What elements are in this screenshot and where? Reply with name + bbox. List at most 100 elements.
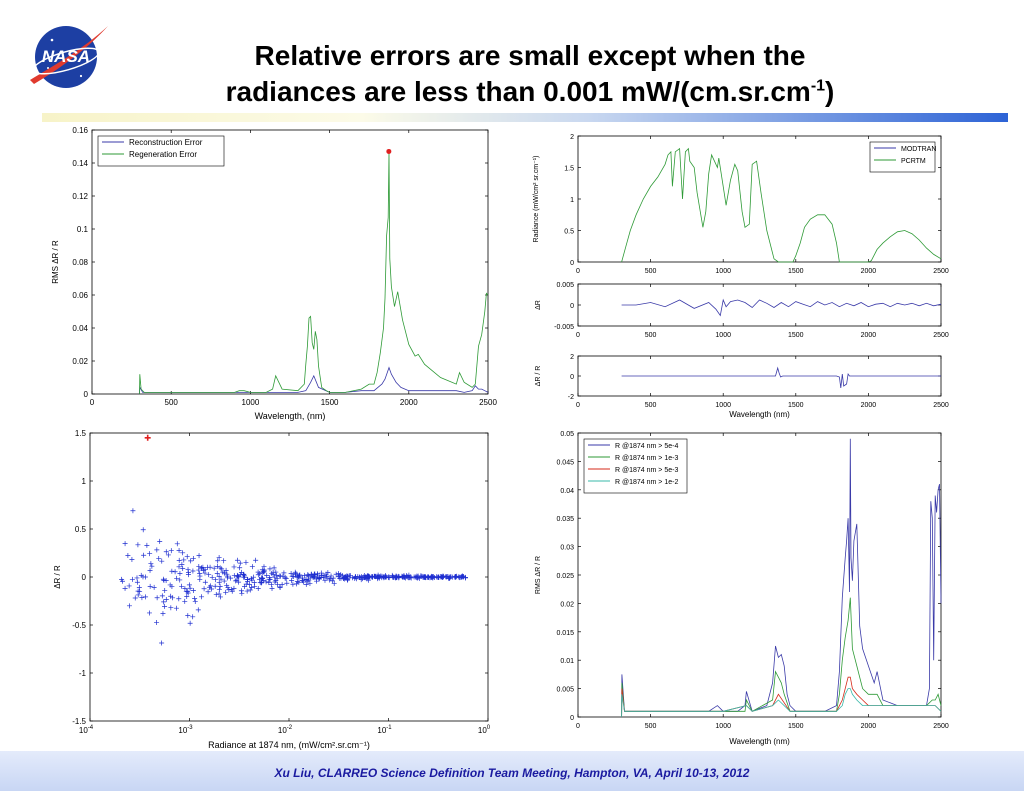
- scatter-point: [297, 572, 303, 578]
- scatter-point: [242, 574, 248, 580]
- scatter-point: [190, 587, 196, 593]
- scatter-point: [202, 579, 208, 585]
- scatter-point: [434, 574, 440, 580]
- scatter-point: [190, 614, 196, 620]
- x-tick-label: 2000: [861, 332, 877, 339]
- scatter-point: [231, 564, 237, 570]
- scatter-point: [176, 596, 182, 602]
- x-tick-label: 10-2: [278, 725, 293, 735]
- x-tick-label: 2500: [933, 402, 949, 409]
- x-tick-label: 10-3: [178, 725, 193, 735]
- scatter-point: [174, 575, 180, 581]
- x-tick-label: 100: [478, 725, 491, 735]
- scatter-point: [140, 574, 146, 580]
- scatter-point: [237, 565, 243, 571]
- y-tick-label: 0.025: [556, 573, 574, 580]
- series-line: [621, 147, 942, 263]
- y-tick-label: 0.5: [564, 229, 574, 236]
- scatter-point: [201, 586, 207, 592]
- scatter-point: [212, 583, 218, 589]
- scatter-point: [216, 554, 222, 560]
- nasa-logo-star: [50, 38, 54, 42]
- nasa-logo-orbit: [32, 47, 100, 75]
- scatter-point: [157, 538, 163, 544]
- scatter-point: [162, 603, 168, 609]
- y-axis-label: ΔR / R: [53, 565, 62, 589]
- scatter-point: [282, 574, 288, 580]
- series-line: [139, 366, 489, 395]
- scatter-point: [365, 577, 371, 583]
- scatter-point: [213, 577, 219, 583]
- y-tick-label: 0.08: [72, 258, 88, 267]
- y-tick-label: 0.03: [560, 545, 574, 552]
- scatter-point: [165, 552, 171, 558]
- scatter-point: [352, 574, 358, 580]
- y-tick-label: 0.04: [560, 488, 574, 495]
- x-tick-label: 2500: [933, 332, 949, 339]
- x-tick-label: 0: [576, 723, 580, 730]
- scatter-point: [325, 570, 331, 576]
- scatter-point: [218, 576, 224, 582]
- y-tick-label: 0.01: [560, 658, 574, 665]
- scatter-point: [185, 589, 191, 595]
- nasa-logo-star: [79, 74, 83, 78]
- scatter-point: [184, 554, 190, 560]
- scatter-point: [177, 577, 183, 583]
- scatter-point: [249, 584, 255, 590]
- scatter-point: [179, 583, 185, 589]
- scatter-point: [139, 595, 145, 601]
- scatter-point: [160, 576, 166, 582]
- scatter-point: [162, 588, 168, 594]
- scatter-point: [134, 575, 140, 581]
- scatter-point: [135, 592, 141, 598]
- scatter-point: [160, 611, 166, 617]
- scatter-point: [247, 581, 253, 587]
- scatter-point: [335, 574, 341, 580]
- scatter-point: [140, 527, 146, 533]
- scatter-point: [185, 613, 191, 619]
- y-axis-label: ΔR / R: [535, 366, 542, 387]
- y-axis-label: Radiance (mW/cm² sr.cm⁻¹): [533, 156, 540, 243]
- scatter-point: [330, 575, 336, 581]
- scatter-point: [235, 574, 241, 580]
- scatter-point: [126, 583, 132, 589]
- scatter-point: [134, 579, 140, 585]
- scatter-point: [267, 566, 273, 572]
- x-tick-label: 1000: [715, 723, 731, 730]
- y-tick-label: 2: [570, 354, 574, 361]
- scatter-point: [211, 565, 217, 571]
- y-tick-label: 0.12: [72, 192, 88, 201]
- scatter-point: [223, 589, 229, 595]
- scatter-point: [238, 588, 244, 594]
- y-tick-label: -2: [568, 394, 574, 401]
- scatter-point: [154, 595, 160, 601]
- scatter-point: [146, 610, 152, 616]
- scatter-point: [247, 587, 253, 593]
- scatter-point: [255, 569, 261, 575]
- scatter-point: [223, 567, 229, 573]
- legend-label: R @1874 nm > 5e-3: [615, 467, 678, 474]
- y-tick-label: 0.14: [72, 159, 88, 168]
- y-tick-label: 0.015: [556, 630, 574, 637]
- y-tick-label: 0: [84, 390, 89, 399]
- scatter-point: [234, 557, 240, 563]
- scatter-point: [252, 583, 258, 589]
- scatter-point: [234, 573, 240, 579]
- scatter-point: [148, 561, 154, 567]
- scatter-point: [328, 573, 334, 579]
- scatter-point: [216, 587, 222, 593]
- scatter-point: [202, 570, 208, 576]
- scatter-point: [217, 583, 223, 589]
- x-tick-label: 2000: [861, 723, 877, 730]
- scatter-point: [370, 574, 376, 580]
- scatter-point: [216, 579, 222, 585]
- scatter-point: [300, 579, 306, 585]
- scatter-point: [406, 575, 412, 581]
- scatter-point: [352, 575, 358, 581]
- scatter-point: [303, 581, 309, 587]
- scatter-point: [264, 573, 270, 579]
- slide-title: Relative errors are small except when th…: [110, 38, 950, 110]
- scatter-point: [289, 578, 295, 584]
- scatter-point: [168, 593, 174, 599]
